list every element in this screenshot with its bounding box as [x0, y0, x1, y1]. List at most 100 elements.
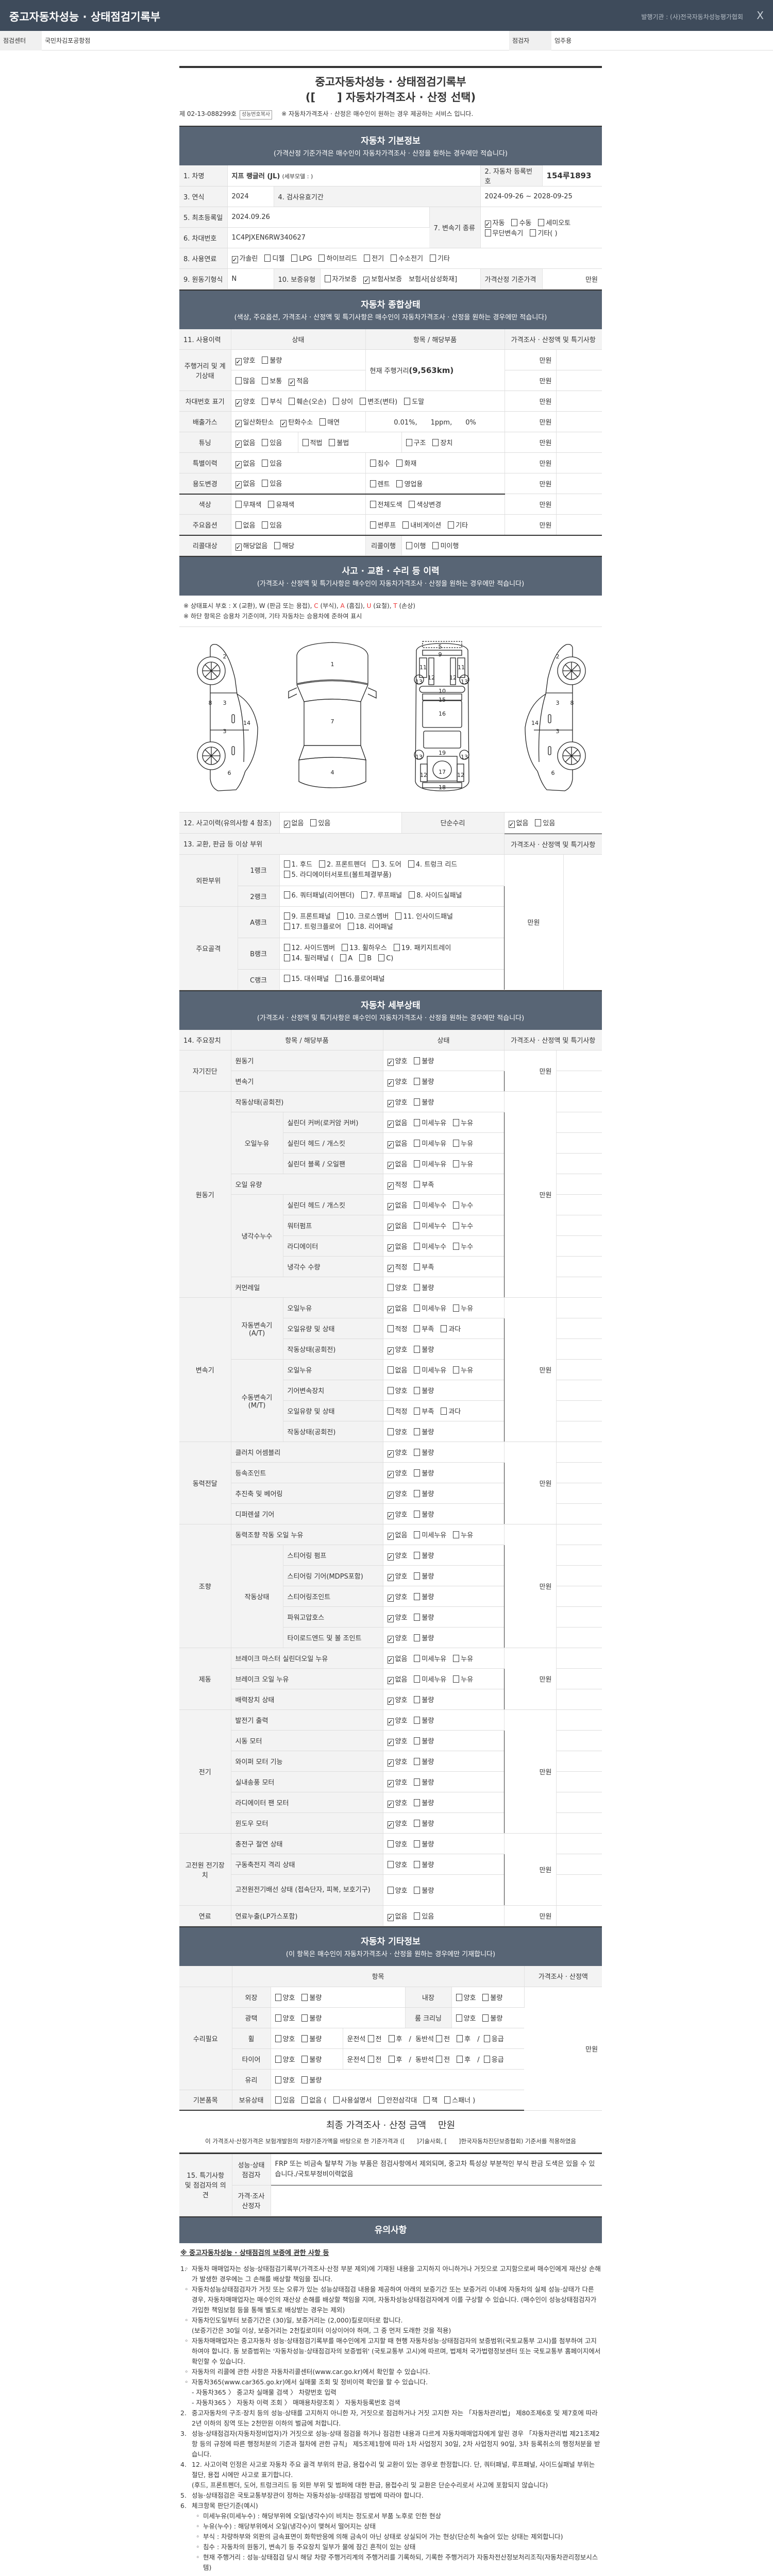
checkbox-unchecked[interactable] — [378, 954, 385, 961]
checkbox-checked[interactable]: ✓ — [363, 277, 370, 284]
checkbox-option[interactable]: 많음 — [235, 376, 255, 385]
checkbox-option[interactable]: 양호 — [275, 2054, 295, 2064]
checkbox-checked[interactable]: ✓ — [387, 1244, 394, 1251]
checkbox-checked[interactable]: ✓ — [387, 1141, 394, 1148]
device-price-note[interactable] — [556, 1462, 602, 1483]
checkbox-option[interactable]: ✓ 없음 — [387, 1530, 407, 1540]
checkbox-unchecked[interactable] — [301, 2055, 308, 2063]
checkbox-checked[interactable]: ✓ — [289, 378, 295, 386]
checkbox-option[interactable]: 15. 대쉬패널 — [283, 974, 329, 985]
checkbox-option[interactable]: 5. 라디에이터서포트(볼트체결부품) — [283, 870, 392, 880]
checkbox-option[interactable]: 불량 — [414, 1715, 434, 1725]
checkbox-option[interactable]: 불량 — [301, 2075, 322, 2084]
checkbox-option[interactable]: 있음 — [262, 478, 282, 488]
checkbox-unchecked[interactable] — [408, 860, 414, 868]
checkbox-unchecked[interactable] — [367, 2055, 374, 2063]
checkbox-unchecked[interactable] — [538, 218, 545, 226]
checkbox-unchecked[interactable] — [264, 255, 271, 262]
checkbox-unchecked[interactable] — [414, 1180, 421, 1188]
checkbox-checked[interactable]: ✓ — [387, 1553, 394, 1561]
checkbox-unchecked[interactable] — [289, 397, 295, 405]
checkbox-option[interactable]: 미세누유 — [414, 1138, 446, 1148]
checkbox-option[interactable]: 미세누유 — [414, 1159, 446, 1168]
checkbox-option[interactable]: 무채색 — [235, 499, 261, 509]
checkbox-checked[interactable]: ✓ — [387, 1182, 394, 1190]
checkbox-option[interactable]: 썬루프 — [369, 520, 396, 530]
checkbox-unchecked[interactable] — [414, 1057, 421, 1064]
checkbox-option[interactable]: 13. 휠하우스 — [342, 943, 387, 954]
checkbox-unchecked[interactable] — [387, 1840, 394, 1848]
checkbox-option[interactable]: 불량 — [414, 1488, 434, 1498]
checkbox-unchecked[interactable] — [406, 542, 412, 550]
checkbox-option[interactable]: 양호 — [456, 1992, 476, 2002]
checkbox-option[interactable]: ✓ 자동 — [484, 217, 505, 228]
device-price-note[interactable] — [556, 1359, 602, 1380]
checkbox-option[interactable]: 12. 사이드멤버 — [283, 943, 335, 954]
checkbox-option[interactable]: ✓ 양호 — [387, 1798, 407, 1808]
price-note[interactable] — [556, 432, 602, 453]
checkbox-option[interactable]: 없음 — [235, 520, 255, 530]
checkbox-option[interactable]: 있음 — [310, 818, 330, 827]
checkbox-checked[interactable]: ✓ — [387, 1800, 394, 1808]
checkbox-option[interactable]: 불량 — [482, 1992, 502, 2002]
checkbox-checked[interactable]: ✓ — [387, 1079, 394, 1087]
checkbox-option[interactable]: 불량 — [414, 1097, 434, 1107]
checkbox-option[interactable]: 양호 — [456, 2013, 476, 2023]
checkbox-option[interactable]: 불량 — [414, 1612, 434, 1622]
checkbox-unchecked[interactable] — [414, 1201, 421, 1209]
checkbox-checked[interactable]: ✓ — [387, 1470, 394, 1478]
checkbox-option[interactable]: 세미오토 — [538, 217, 570, 227]
checkbox-option[interactable]: 불량 — [262, 355, 282, 365]
checkbox-option[interactable]: 유채색 — [268, 499, 294, 509]
checkbox-option[interactable]: 전체도색 — [369, 499, 402, 509]
checkbox-option[interactable]: ✓ 양호 — [387, 1097, 407, 1107]
checkbox-option[interactable]: 미세누수 — [414, 1200, 446, 1210]
device-price-note[interactable] — [556, 1071, 602, 1092]
checkbox-option[interactable]: 미세누수 — [414, 1241, 446, 1251]
checkbox-unchecked[interactable] — [414, 1448, 421, 1456]
checkbox-unchecked[interactable] — [275, 2076, 281, 2083]
checkbox-option[interactable]: ✓ 없음 — [387, 1241, 407, 1251]
checkbox-option[interactable]: ✓ 없음 — [387, 1117, 407, 1128]
checkbox-unchecked[interactable] — [444, 2096, 451, 2104]
checkbox-option[interactable]: ✓ 탄화수소 — [280, 417, 313, 427]
checkbox-unchecked[interactable] — [453, 1675, 460, 1683]
checkbox-unchecked[interactable] — [453, 1139, 460, 1147]
checkbox-option[interactable]: ✓ 없음 — [283, 818, 304, 828]
checkbox-checked[interactable]: ✓ — [387, 1099, 394, 1107]
device-price-note[interactable] — [556, 1442, 602, 1463]
device-price-note[interactable] — [556, 1854, 602, 1875]
checkbox-unchecked[interactable] — [511, 218, 518, 226]
checkbox-unchecked[interactable] — [283, 975, 290, 982]
checkbox-option[interactable]: 불량 — [482, 2013, 502, 2023]
checkbox-checked[interactable]: ✓ — [387, 1161, 394, 1169]
price-note[interactable] — [556, 452, 602, 473]
checkbox-unchecked[interactable] — [310, 819, 317, 826]
checkbox-unchecked[interactable] — [436, 2035, 443, 2042]
close-icon[interactable]: X — [757, 9, 764, 22]
checkbox-unchecked[interactable] — [369, 480, 376, 487]
checkbox-unchecked[interactable] — [235, 521, 242, 529]
checkbox-option[interactable]: 2. 프론트펜더 — [318, 860, 366, 870]
checkbox-unchecked[interactable] — [482, 1993, 489, 2001]
checkbox-unchecked[interactable] — [378, 2096, 385, 2104]
checkbox-option[interactable]: 4. 트렁크 리드 — [408, 860, 457, 870]
checkbox-option[interactable]: 미이행 — [432, 540, 459, 550]
checkbox-unchecked[interactable] — [453, 1160, 460, 1167]
checkbox-option[interactable]: 있음 — [262, 437, 282, 447]
checkbox-checked[interactable]: ✓ — [235, 358, 242, 365]
checkbox-option[interactable]: 누유 — [453, 1117, 473, 1127]
checkbox-option[interactable]: 불량 — [414, 1633, 434, 1642]
checkbox-unchecked[interactable] — [453, 1366, 460, 1374]
checkbox-unchecked[interactable] — [274, 541, 281, 549]
device-price-note[interactable] — [556, 1751, 602, 1772]
price-note[interactable] — [556, 391, 602, 412]
checkbox-unchecked[interactable] — [369, 501, 376, 509]
device-price-note[interactable] — [556, 1524, 602, 1545]
checkbox-option[interactable]: 적정 — [387, 1324, 407, 1333]
device-price-note[interactable] — [556, 1483, 602, 1504]
checkbox-option[interactable]: 하이브리드 — [318, 253, 357, 263]
checkbox-option[interactable]: 불량 — [414, 1736, 434, 1745]
checkbox-unchecked[interactable] — [432, 542, 439, 550]
checkbox-checked[interactable]: ✓ — [235, 543, 242, 551]
